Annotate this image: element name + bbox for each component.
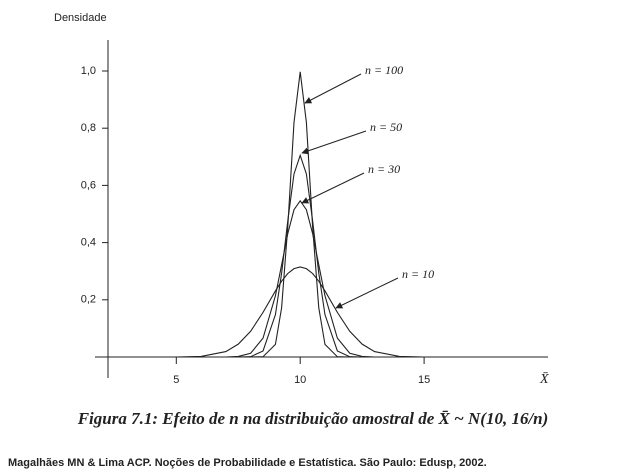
x-tick-label: 10	[294, 374, 306, 386]
curve-arrow	[301, 130, 367, 155]
density-curve	[101, 153, 524, 358]
x-axis-label: X̄	[539, 372, 549, 387]
density-curve	[101, 266, 524, 358]
caption: Figura 7.1: Efeito de n na distribuição …	[77, 409, 549, 428]
curve-label: n = 30	[368, 162, 400, 176]
curve-arrow	[304, 73, 362, 104]
x-tick-label: 5	[173, 374, 179, 386]
y-tick-label: 1,0	[81, 65, 96, 77]
density-curve	[101, 199, 524, 358]
curve-label: n = 10	[402, 267, 434, 281]
source: Magalhães MN & Lima ACP. Noções de Proba…	[8, 457, 487, 469]
curve-arrow	[335, 277, 399, 309]
density-curve	[101, 71, 524, 358]
y-tick-label: 0,6	[81, 179, 96, 191]
x-tick-label: 15	[418, 374, 430, 386]
curve-arrow	[301, 172, 365, 204]
y-axis-label: Densidade	[54, 12, 107, 24]
y-tick-label: 0,2	[81, 294, 96, 306]
curve-label: n = 50	[370, 120, 402, 134]
curve-label: n = 100	[365, 63, 403, 77]
y-tick-label: 0,8	[81, 122, 96, 134]
y-tick-label: 0,4	[81, 237, 96, 249]
